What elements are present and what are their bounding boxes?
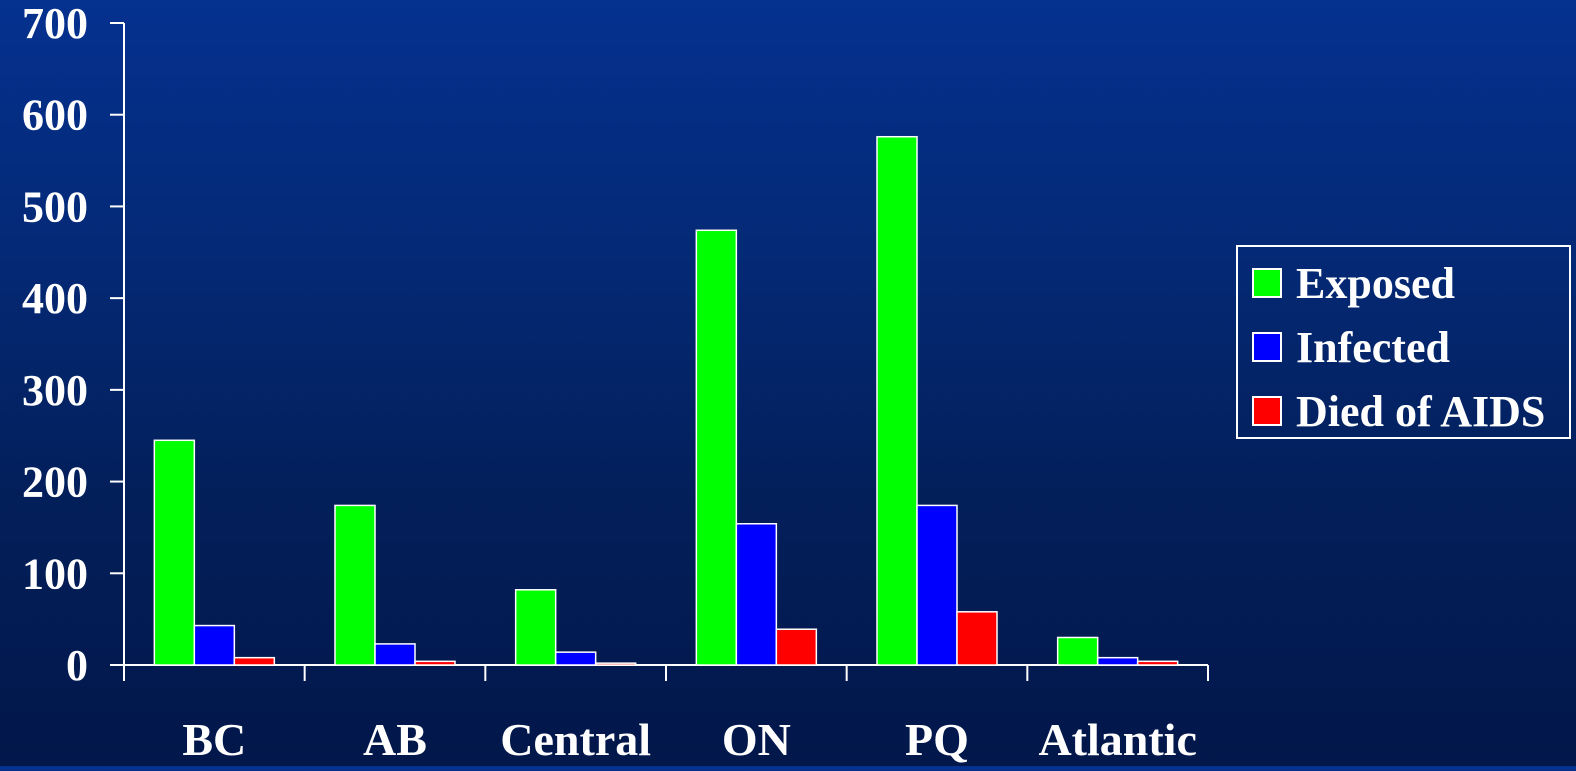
x-tick-label: Central — [500, 714, 651, 765]
legend-label-exposed: Exposed — [1296, 258, 1455, 308]
y-tick-label: 700 — [22, 0, 88, 48]
legend-item-died-of-aids: Died of AIDS — [1252, 386, 1546, 436]
bar-exposed-ab — [334, 504, 376, 666]
bar-died-of-aids-atlantic — [1136, 660, 1179, 666]
bars — [153, 135, 1179, 666]
bar-infected-ab — [374, 643, 416, 666]
x-tick-label: ON — [722, 714, 791, 765]
legend-label-infected: Infected — [1296, 322, 1450, 372]
x-tick-label: AB — [363, 714, 427, 765]
x-axis: BC AB Central ON PQ Atlantic — [123, 664, 1209, 765]
bar-exposed-pq — [876, 135, 918, 666]
y-tick-label: 200 — [22, 458, 88, 507]
legend-label-died-of-aids: Died of AIDS — [1296, 386, 1546, 436]
legend-swatch-infected — [1252, 332, 1282, 362]
legend-item-infected: Infected — [1252, 322, 1450, 372]
bar-infected-on — [735, 523, 778, 666]
bar-infected-bc — [193, 624, 236, 666]
bar-exposed-central — [514, 589, 557, 666]
bar-died-of-aids-central — [594, 662, 637, 666]
legend-swatch-exposed — [1252, 268, 1282, 298]
bar-infected-atlantic — [1096, 656, 1139, 666]
bar-exposed-bc — [153, 439, 196, 666]
y-tick-label: 600 — [22, 91, 88, 140]
bar-infected-central — [554, 651, 597, 666]
y-tick-label: 500 — [22, 182, 88, 231]
bar-died-of-aids-on — [775, 628, 818, 666]
y-axis: 0 100 200 300 400 500 600 700 — [22, 0, 125, 690]
legend: Exposed Infected Died of AIDS — [1236, 245, 1571, 439]
bar-died-of-aids-ab — [414, 660, 456, 666]
bar-died-of-aids-bc — [233, 656, 276, 666]
legend-swatch-died-of-aids — [1252, 396, 1282, 426]
y-tick-label: 300 — [22, 366, 88, 415]
bar-exposed-on — [695, 229, 738, 666]
y-tick-label: 0 — [66, 641, 88, 690]
bar-died-of-aids-pq — [956, 611, 998, 666]
y-tick-label: 100 — [22, 549, 88, 598]
bar-exposed-atlantic — [1056, 636, 1099, 666]
legend-item-exposed: Exposed — [1252, 258, 1455, 308]
y-tick-label: 400 — [22, 274, 88, 323]
x-tick-label: Atlantic — [1038, 714, 1196, 765]
bar-infected-pq — [916, 504, 958, 666]
x-tick-label: BC — [182, 714, 246, 765]
x-tick-label: PQ — [905, 714, 969, 765]
